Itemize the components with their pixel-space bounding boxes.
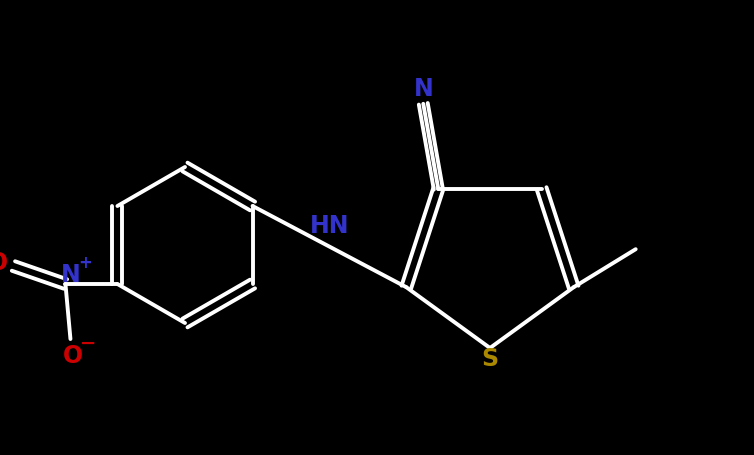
Text: +: +	[78, 253, 93, 271]
Text: −: −	[80, 333, 97, 352]
Text: N: N	[413, 76, 433, 101]
Text: N: N	[60, 263, 81, 286]
Text: S: S	[482, 346, 498, 370]
Text: O: O	[63, 343, 82, 367]
Text: O: O	[0, 250, 8, 274]
Text: HN: HN	[310, 213, 349, 237]
